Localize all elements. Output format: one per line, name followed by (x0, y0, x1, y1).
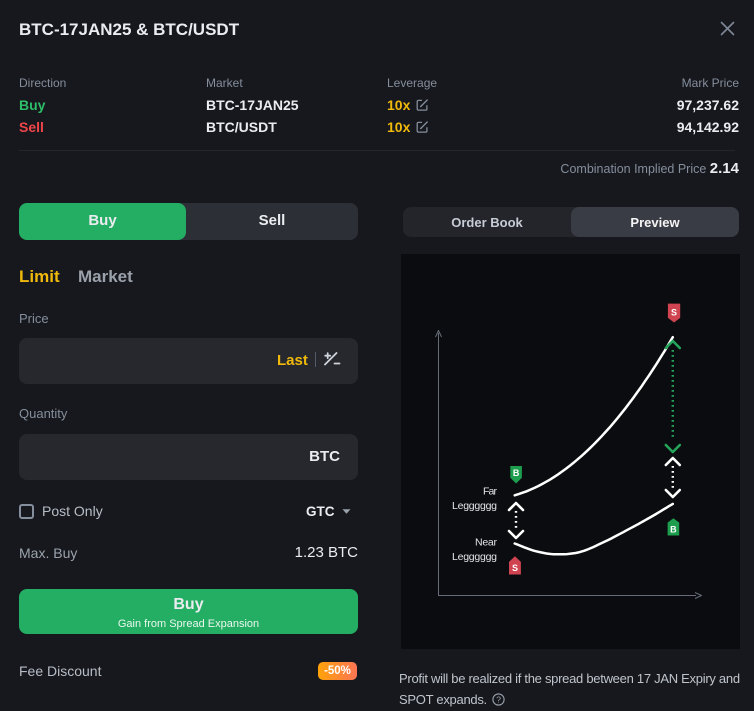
svg-text:?: ? (497, 694, 502, 704)
svg-text:Near: Near (475, 537, 498, 549)
svg-text:Legggggg: Legggggg (452, 500, 497, 512)
svg-text:Far: Far (483, 486, 498, 498)
svg-text:S: S (671, 308, 677, 318)
svg-text:B: B (513, 468, 520, 478)
svg-text:S: S (512, 563, 518, 573)
svg-text:B: B (670, 524, 677, 534)
svg-text:Legggggg: Legggggg (452, 551, 497, 563)
